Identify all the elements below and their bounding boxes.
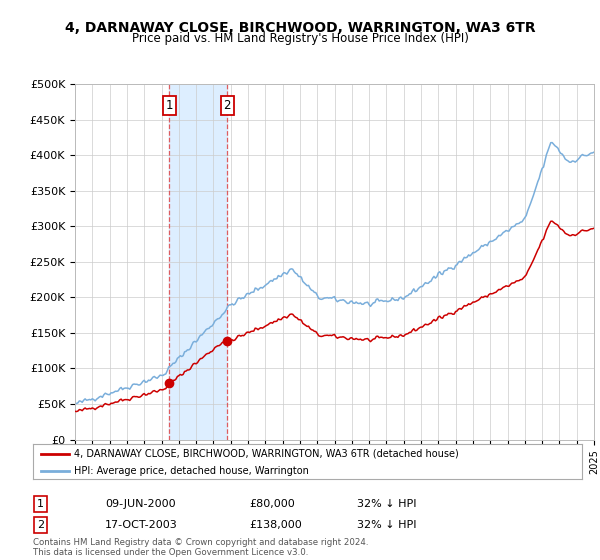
Text: Contains HM Land Registry data © Crown copyright and database right 2024.
This d: Contains HM Land Registry data © Crown c… (33, 538, 368, 557)
Text: £80,000: £80,000 (249, 499, 295, 509)
Text: 09-JUN-2000: 09-JUN-2000 (105, 499, 176, 509)
Text: 32% ↓ HPI: 32% ↓ HPI (357, 520, 416, 530)
Text: 1: 1 (37, 499, 44, 509)
Text: 4, DARNAWAY CLOSE, BIRCHWOOD, WARRINGTON, WA3 6TR: 4, DARNAWAY CLOSE, BIRCHWOOD, WARRINGTON… (65, 21, 535, 35)
Text: 1: 1 (166, 99, 173, 112)
Text: 17-OCT-2003: 17-OCT-2003 (105, 520, 178, 530)
Text: £138,000: £138,000 (249, 520, 302, 530)
Text: 32% ↓ HPI: 32% ↓ HPI (357, 499, 416, 509)
Bar (169, 84, 227, 440)
Text: 2: 2 (223, 99, 231, 112)
Text: 4, DARNAWAY CLOSE, BIRCHWOOD, WARRINGTON, WA3 6TR (detached house): 4, DARNAWAY CLOSE, BIRCHWOOD, WARRINGTON… (74, 449, 459, 459)
Text: Price paid vs. HM Land Registry's House Price Index (HPI): Price paid vs. HM Land Registry's House … (131, 32, 469, 45)
Text: 2: 2 (37, 520, 44, 530)
Text: HPI: Average price, detached house, Warrington: HPI: Average price, detached house, Warr… (74, 466, 309, 476)
